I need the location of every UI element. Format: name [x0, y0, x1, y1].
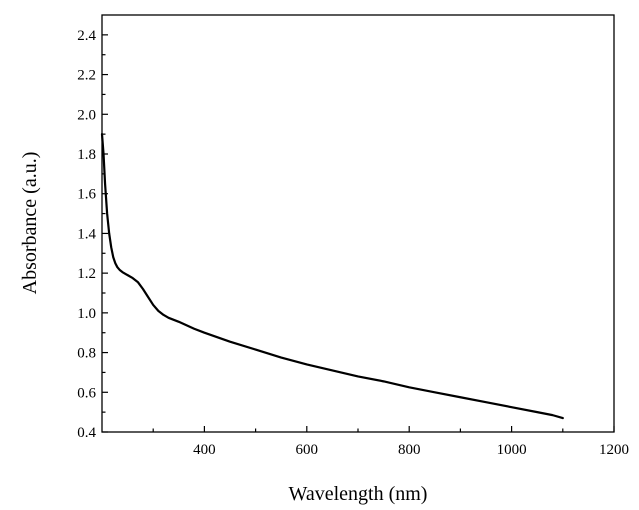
tick-labels-layer: 0.4 0.6 0.8 1.0 1.2 1.4 1.6 1.8 2.0 2.2 2.4 400 600 8… — [77, 28, 629, 458]
x-tick-label: 800 — [398, 442, 421, 458]
x-axis-title: Wavelength (nm) — [289, 483, 428, 505]
x-tick-label: 600 — [296, 442, 319, 458]
y-axis-title: Absorbance (a.u.) — [19, 152, 41, 295]
y-tick-label: 2.0 — [77, 107, 96, 123]
y-tick-label: 1.2 — [77, 266, 96, 282]
y-tick-label: 2.2 — [77, 68, 96, 84]
y-tick-label: 1.4 — [77, 226, 96, 242]
plot-frame — [101, 14, 615, 433]
y-tick-label: 2.4 — [77, 28, 96, 44]
y-tick-label: 0.8 — [77, 346, 96, 362]
ticks-layer — [102, 34, 615, 433]
x-tick-label: 1200 — [599, 442, 629, 458]
absorbance-line — [100, 133, 564, 420]
y-tick-label: 1.8 — [77, 147, 96, 163]
y-tick-label: 0.4 — [77, 425, 96, 441]
y-tick-label: 1.6 — [77, 187, 96, 203]
y-tick-label: 1.0 — [77, 306, 96, 322]
x-tick-label: 400 — [193, 442, 216, 458]
y-tick-label: 0.6 — [77, 385, 96, 401]
x-tick-label: 1000 — [497, 442, 527, 458]
